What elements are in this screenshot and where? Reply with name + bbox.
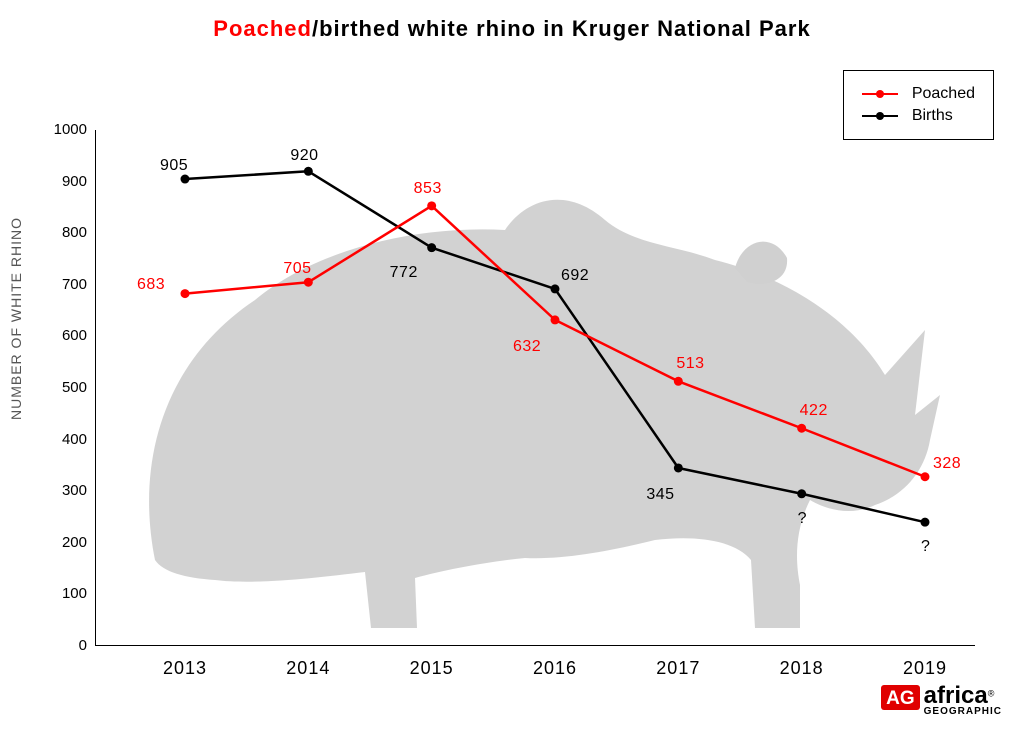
series-point-poached: [674, 377, 683, 386]
y-tick-label: 800: [39, 224, 87, 241]
chart-canvas: Poached/birthed white rhino in Kruger Na…: [0, 0, 1024, 731]
series-point-poached: [797, 424, 806, 433]
x-tick-label: 2017: [643, 658, 713, 679]
x-tick-label: 2016: [520, 658, 590, 679]
series-point-births: [674, 463, 683, 472]
data-label-births: 772: [390, 264, 418, 282]
logo-line1: africa: [924, 682, 988, 709]
title-rest: /birthed white rhino in Kruger National …: [312, 16, 811, 41]
data-label-poached: 632: [513, 338, 541, 356]
y-tick-label: 500: [39, 379, 87, 396]
logo-line2: GEOGRAPHIC: [924, 707, 1002, 717]
data-label-births: ?: [798, 510, 807, 528]
data-label-poached: 705: [283, 260, 311, 278]
data-label-poached: 853: [414, 180, 442, 198]
y-tick-label: 300: [39, 482, 87, 499]
data-label-poached: 513: [676, 355, 704, 373]
data-label-poached: 328: [933, 455, 961, 473]
data-label-poached: 683: [137, 276, 165, 294]
series-point-births: [427, 243, 436, 252]
y-tick-label: 400: [39, 431, 87, 448]
data-label-births: 345: [646, 486, 674, 504]
legend-line-poached: [862, 93, 898, 96]
y-tick-label: 900: [39, 173, 87, 190]
data-label-births: 692: [561, 267, 589, 285]
legend-line-births: [862, 115, 898, 118]
legend-item-births: Births: [862, 107, 975, 125]
legend-label-poached: Poached: [912, 85, 975, 103]
y-tick-label: 100: [39, 585, 87, 602]
legend-label-births: Births: [912, 107, 953, 125]
x-tick-label: 2015: [397, 658, 467, 679]
logo-text: africa® GEOGRAPHIC: [924, 685, 1002, 717]
plot-area: [95, 130, 975, 646]
x-tick-label: 2013: [150, 658, 220, 679]
logo-registered: ®: [988, 689, 995, 699]
series-point-poached: [921, 472, 930, 481]
x-tick-label: 2018: [767, 658, 837, 679]
y-axis-label: NUMBER OF WHITE RHINO: [8, 217, 24, 420]
x-tick-label: 2014: [273, 658, 343, 679]
y-tick-label: 0: [39, 637, 87, 654]
y-tick-label: 200: [39, 534, 87, 551]
series-point-poached: [427, 201, 436, 210]
series-point-births: [797, 489, 806, 498]
series-point-births: [181, 175, 190, 184]
logo: AG africa® GEOGRAPHIC: [881, 685, 1002, 717]
data-label-births: 920: [290, 147, 318, 165]
legend-item-poached: Poached: [862, 85, 975, 103]
y-tick-label: 600: [39, 327, 87, 344]
title-accent: Poached: [213, 16, 312, 41]
logo-badge: AG: [881, 685, 920, 710]
chart-title: Poached/birthed white rhino in Kruger Na…: [0, 16, 1024, 42]
data-label-poached: 422: [800, 402, 828, 420]
series-point-births: [304, 167, 313, 176]
series-point-births: [551, 284, 560, 293]
data-label-births: ?: [921, 538, 930, 556]
series-point-poached: [181, 289, 190, 298]
data-label-births: 905: [160, 157, 188, 175]
series-point-births: [921, 518, 930, 527]
y-tick-label: 700: [39, 276, 87, 293]
y-tick-label: 1000: [39, 121, 87, 138]
series-point-poached: [304, 278, 313, 287]
series-point-poached: [551, 315, 560, 324]
x-tick-label: 2019: [890, 658, 960, 679]
